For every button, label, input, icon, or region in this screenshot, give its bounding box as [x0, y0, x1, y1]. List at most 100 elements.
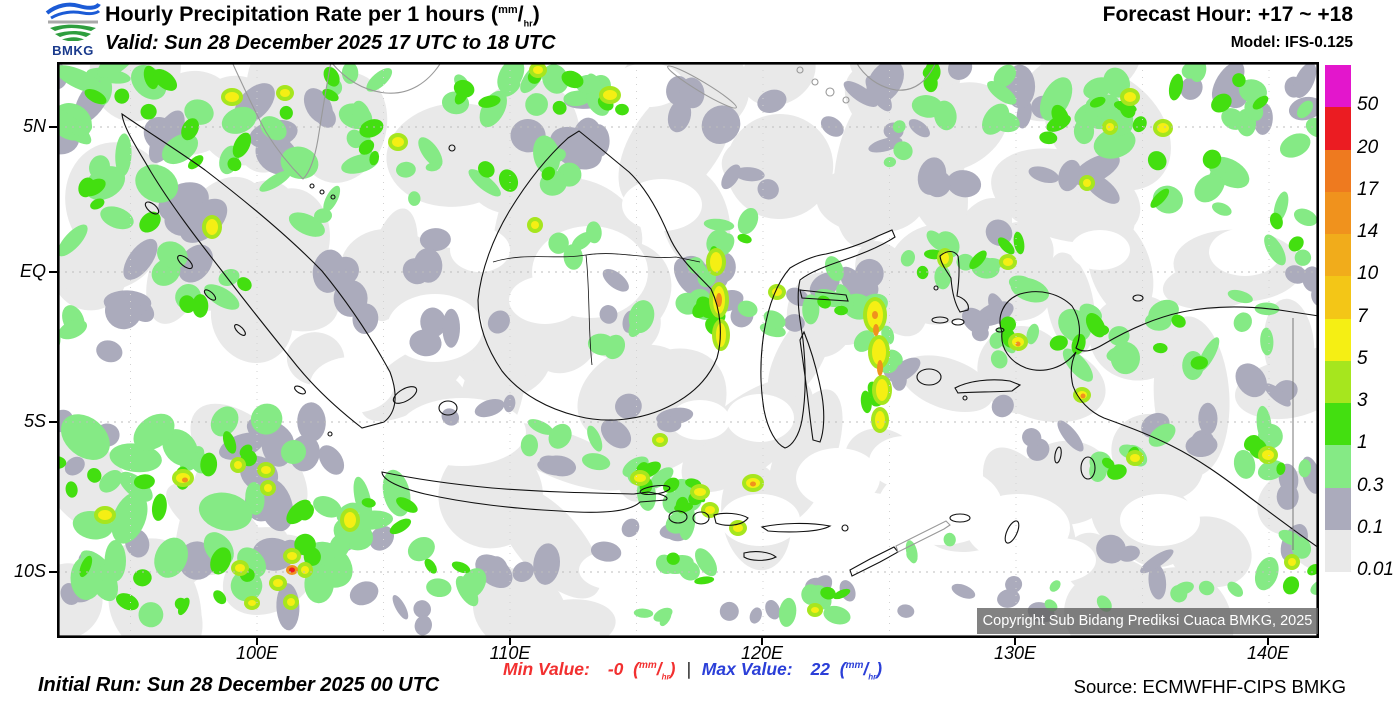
minmax-row: Min Value: -0 (mm/hr) | Max Value: 22 (mm/… [503, 659, 882, 682]
legend-swatch-20 [1325, 107, 1351, 150]
coast-misool [995, 327, 1005, 333]
coast-sulawesi [760, 229, 896, 449]
lon-tick-label-100E: 100E [235, 643, 279, 663]
border-kalimantan [492, 253, 701, 263]
legend-label-50: 50 [1357, 94, 1379, 116]
coast-papua [999, 291, 1319, 549]
lon-tick-label-120E: 120E [740, 643, 784, 663]
page-title-text: Hourly Precipitation Rate per 1 hours [105, 2, 485, 26]
legend-swatch-1 [1325, 403, 1351, 446]
coast-belitung [438, 400, 458, 416]
min-value: -0 [607, 659, 624, 679]
coast-alor [841, 524, 849, 532]
min-value-unit: (mm/hr) [628, 659, 676, 682]
forecast-hour-text: Forecast Hour: +17 ~ +18 [1102, 3, 1353, 26]
unit-notation: (mm/hr) [490, 2, 540, 29]
header-right: Forecast Hour: +17 ~ +18 Model: IFS-0.12… [1103, 3, 1353, 52]
precipitation-field [57, 62, 1319, 638]
coast-malay-peninsula [231, 62, 332, 180]
coast-sulawesi-east-arm [799, 289, 849, 302]
legend-swatch-50 [1325, 65, 1351, 108]
lon-tick-label-140E: 140E [1246, 643, 1290, 663]
legend-label-10: 10 [1357, 263, 1379, 285]
legend-swatch-14 [1325, 191, 1351, 234]
model-text: Model: IFS-0.125 [1230, 34, 1353, 51]
coast-bangka [392, 386, 418, 404]
bmkg-logo: BMKG [44, 1, 102, 59]
map-border [57, 62, 1319, 638]
lon-tick-mark [509, 637, 511, 645]
legend-label-17: 17 [1357, 178, 1379, 200]
lat-tick-label-10S: 10S [13, 561, 46, 581]
min-value-label: Min Value: [503, 659, 590, 679]
coastlines [121, 112, 1319, 577]
coast-nias [144, 201, 160, 215]
coast-tanimbar [1004, 520, 1020, 544]
coast-sulu-4 [842, 96, 850, 104]
coast-siberut [177, 254, 193, 270]
coast-enggano [294, 385, 306, 395]
max-value: 22 [810, 659, 831, 679]
legend-swatch-7 [1325, 276, 1351, 319]
lon-tick-mark [256, 637, 258, 645]
coast-singapore [309, 183, 315, 189]
legend-label-0.3: 0.3 [1357, 474, 1384, 496]
coast-gulf-thailand [330, 62, 441, 94]
coast-halmahera [939, 250, 969, 313]
lat-tick-label-5S: 5S [23, 411, 46, 431]
coast-madura [639, 484, 671, 496]
coast-aru [1080, 456, 1096, 480]
max-value-label: Max Value: [701, 659, 793, 679]
bmkg-logo-text: BMKG [52, 43, 94, 58]
coast-mindanao [855, 62, 937, 91]
coast-krakatau [327, 431, 333, 437]
coast-biak [1132, 294, 1144, 302]
coast-mentawai [203, 289, 217, 301]
coast-bali [668, 510, 688, 524]
legend-label-5: 5 [1357, 347, 1368, 369]
coast-seram [954, 379, 1022, 394]
color-scale [1325, 65, 1351, 572]
coast-ternate [933, 285, 939, 291]
legend-swatch-17 [1325, 149, 1351, 192]
coast-sula [951, 318, 965, 326]
lon-tick-label-130E: 130E [993, 643, 1037, 663]
coast-riau-islet [319, 189, 325, 195]
lat-tick-mark [49, 271, 57, 273]
coast-palawan [667, 65, 737, 109]
coast-flores [760, 522, 832, 533]
legend-label-1: 1 [1357, 432, 1368, 454]
valid-time-text: Valid: Sun 28 December 2025 17 UTC to 18… [105, 32, 556, 55]
title-block: Hourly Precipitation Rate per 1 hours (m… [105, 2, 556, 55]
coast-lombok [692, 511, 710, 525]
lon-tick-mark [1267, 637, 1269, 645]
lon-tick-mark [761, 637, 763, 645]
legend-swatch-0.3 [1325, 445, 1351, 488]
precipitation-map: Copyright Sub Bidang Prediksi Cuaca BMKG… [57, 62, 1319, 638]
coast-sumbawa [713, 512, 749, 526]
coast-kei [1054, 446, 1062, 464]
lon-tick-mark [1014, 637, 1016, 645]
coast-mentawai-2 [234, 324, 246, 336]
coast-riau-islet-2 [330, 194, 336, 200]
coast-timor-west [849, 546, 899, 577]
bmkg-logo-icon [45, 2, 101, 41]
coast-timor-east [895, 520, 951, 553]
lat-tick-mark [49, 126, 57, 128]
coast-natuna [448, 144, 456, 152]
legend-swatch-0.01 [1325, 529, 1351, 572]
coast-sulawesi-se-arm [799, 330, 825, 443]
minmax-separator: | [686, 659, 691, 679]
lat-tick-label-EQ: EQ [19, 261, 46, 281]
lat-tick-label-5N: 5N [22, 116, 46, 136]
page-title: Hourly Precipitation Rate per 1 hours (m… [105, 2, 556, 28]
lat-tick-mark [49, 421, 57, 423]
initial-run-text: Initial Run: Sun 28 December 2025 00 UTC [38, 674, 440, 696]
coast-sumatra [121, 112, 396, 429]
map-canvas [57, 62, 1319, 638]
coast-banggai [931, 316, 949, 324]
legend-swatch-10 [1325, 234, 1351, 277]
foreign-coastlines [231, 62, 951, 553]
coast-sulu-2 [811, 78, 819, 86]
